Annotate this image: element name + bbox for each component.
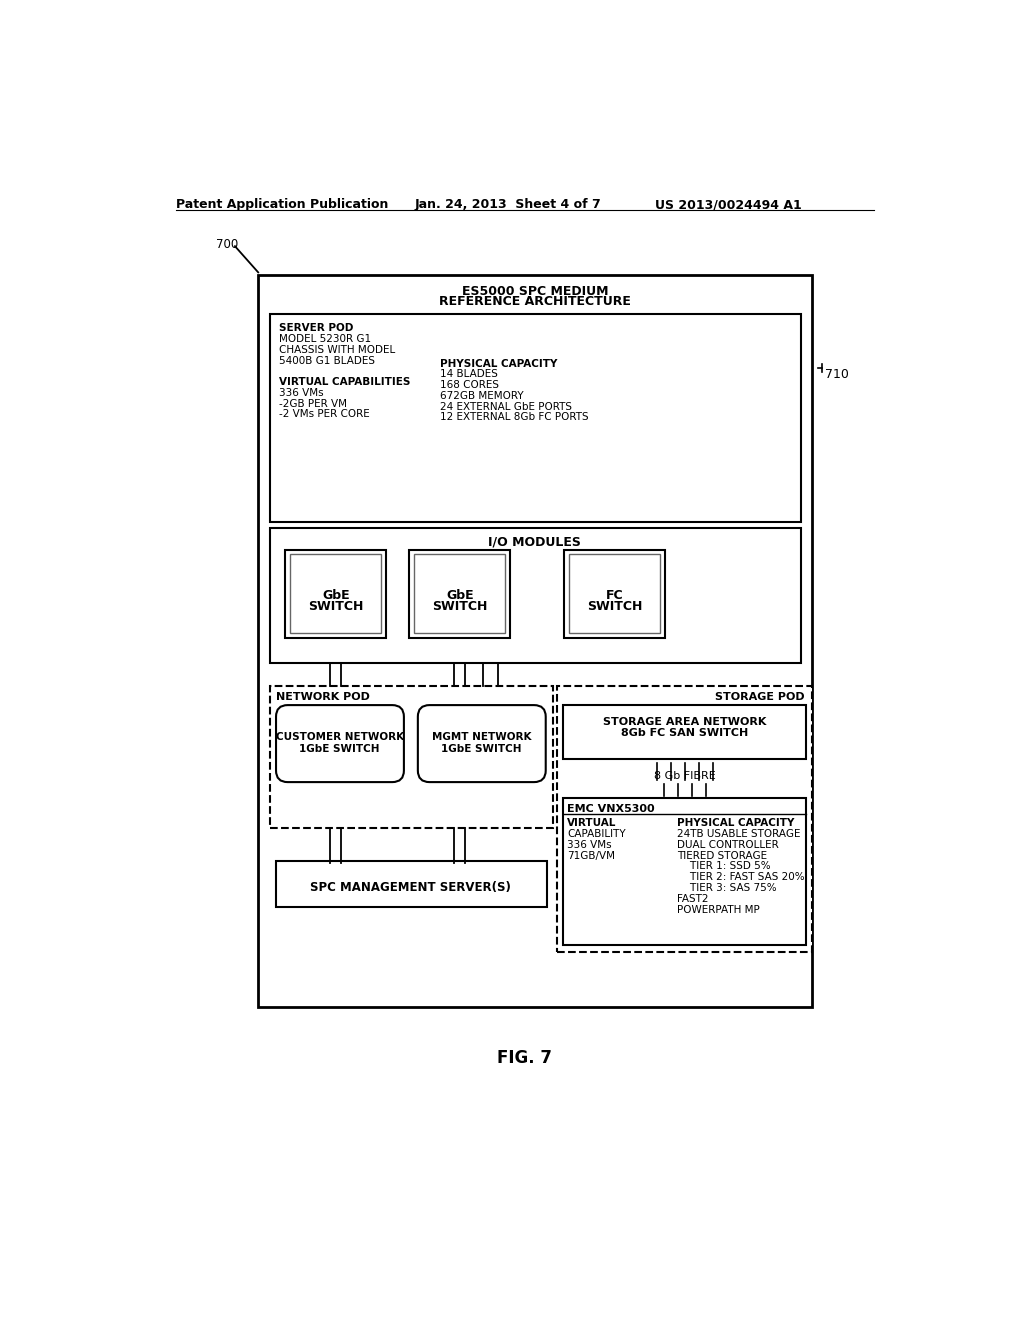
- Text: 14 BLADES: 14 BLADES: [440, 370, 499, 379]
- Text: CUSTOMER NETWORK: CUSTOMER NETWORK: [275, 733, 403, 742]
- Bar: [270, 686, 553, 829]
- Text: -2 VMs PER CORE: -2 VMs PER CORE: [280, 409, 370, 420]
- Text: VIRTUAL: VIRTUAL: [567, 818, 616, 828]
- Text: I/O MODULES: I/O MODULES: [488, 536, 582, 549]
- Text: MODEL 5230R G1: MODEL 5230R G1: [280, 334, 372, 345]
- Text: GbE: GbE: [445, 589, 473, 602]
- Bar: [276, 861, 547, 907]
- Text: 5400B G1 BLADES: 5400B G1 BLADES: [280, 355, 375, 366]
- Bar: [286, 549, 386, 638]
- Bar: [569, 554, 660, 634]
- Text: DUAL CONTROLLER: DUAL CONTROLLER: [677, 840, 778, 850]
- Text: 8 Gb FIBRE: 8 Gb FIBRE: [653, 771, 716, 780]
- Bar: [563, 799, 806, 945]
- Text: TIER 1: SSD 5%: TIER 1: SSD 5%: [677, 862, 770, 871]
- Bar: [410, 549, 510, 638]
- Text: ES5000 SPC MEDIUM: ES5000 SPC MEDIUM: [462, 285, 608, 298]
- Bar: [290, 554, 381, 634]
- Text: 336 VMs: 336 VMs: [567, 840, 612, 850]
- Bar: [258, 276, 812, 1007]
- Text: VIRTUAL CAPABILITIES: VIRTUAL CAPABILITIES: [280, 378, 411, 387]
- Text: SERVER POD: SERVER POD: [280, 323, 353, 333]
- Text: 672GB MEMORY: 672GB MEMORY: [440, 391, 524, 401]
- Text: STORAGE POD: STORAGE POD: [715, 692, 805, 702]
- Text: -2GB PER VM: -2GB PER VM: [280, 399, 347, 409]
- Text: REFERENCE ARCHITECTURE: REFERENCE ARCHITECTURE: [439, 296, 631, 309]
- Text: EMC VNX5300: EMC VNX5300: [567, 804, 655, 814]
- Text: Jan. 24, 2013  Sheet 4 of 7: Jan. 24, 2013 Sheet 4 of 7: [415, 198, 601, 211]
- Text: 168 CORES: 168 CORES: [440, 380, 500, 391]
- Text: SWITCH: SWITCH: [587, 601, 642, 614]
- Text: 710: 710: [825, 368, 849, 381]
- Text: Patent Application Publication: Patent Application Publication: [176, 198, 388, 211]
- Text: TIERED STORAGE: TIERED STORAGE: [677, 850, 767, 861]
- Text: TIER 2: FAST SAS 20%: TIER 2: FAST SAS 20%: [677, 873, 804, 882]
- Text: FC: FC: [606, 589, 624, 602]
- Bar: [564, 549, 665, 638]
- Text: 8Gb FC SAN SWITCH: 8Gb FC SAN SWITCH: [621, 729, 749, 738]
- Text: SWITCH: SWITCH: [308, 601, 364, 614]
- Bar: [557, 686, 812, 952]
- Text: CHASSIS WITH MODEL: CHASSIS WITH MODEL: [280, 345, 395, 355]
- FancyBboxPatch shape: [418, 705, 546, 781]
- Bar: [414, 554, 506, 634]
- Text: 336 VMs: 336 VMs: [280, 388, 324, 397]
- Text: 700: 700: [216, 238, 238, 251]
- Text: FAST2: FAST2: [677, 894, 709, 904]
- FancyBboxPatch shape: [276, 705, 403, 781]
- Text: US 2013/0024494 A1: US 2013/0024494 A1: [655, 198, 802, 211]
- Bar: [563, 705, 806, 759]
- Text: 1GbE SWITCH: 1GbE SWITCH: [441, 743, 521, 754]
- Text: 24 EXTERNAL GbE PORTS: 24 EXTERNAL GbE PORTS: [440, 401, 572, 412]
- Text: SWITCH: SWITCH: [432, 601, 487, 614]
- Text: STORAGE AREA NETWORK: STORAGE AREA NETWORK: [603, 718, 766, 727]
- Text: GbE: GbE: [322, 589, 349, 602]
- Text: FIG. 7: FIG. 7: [498, 1049, 552, 1068]
- Text: 24TB USABLE STORAGE: 24TB USABLE STORAGE: [677, 829, 800, 840]
- Text: PHYSICAL CAPACITY: PHYSICAL CAPACITY: [440, 359, 558, 368]
- Text: TIER 3: SAS 75%: TIER 3: SAS 75%: [677, 883, 776, 892]
- Text: CAPABILITY: CAPABILITY: [567, 829, 626, 840]
- Bar: [270, 314, 801, 521]
- Text: 12 EXTERNAL 8Gb FC PORTS: 12 EXTERNAL 8Gb FC PORTS: [440, 412, 589, 422]
- Text: POWERPATH MP: POWERPATH MP: [677, 904, 760, 915]
- Text: MGMT NETWORK: MGMT NETWORK: [432, 733, 531, 742]
- Bar: [270, 528, 801, 663]
- Text: NETWORK POD: NETWORK POD: [276, 692, 370, 702]
- Text: SPC MANAGEMENT SERVER(S): SPC MANAGEMENT SERVER(S): [310, 880, 511, 894]
- Text: PHYSICAL CAPACITY: PHYSICAL CAPACITY: [677, 818, 794, 828]
- Text: 1GbE SWITCH: 1GbE SWITCH: [299, 743, 380, 754]
- Text: 71GB/VM: 71GB/VM: [567, 850, 615, 861]
